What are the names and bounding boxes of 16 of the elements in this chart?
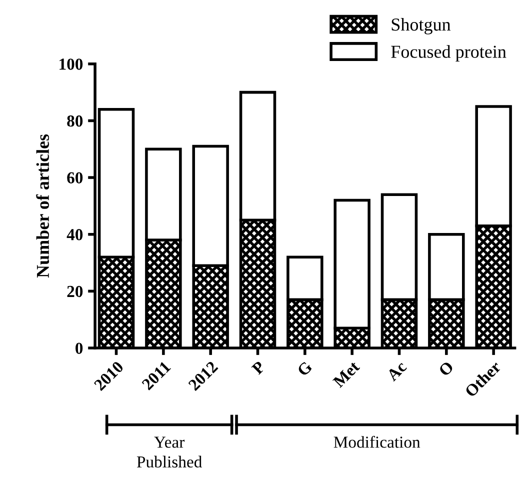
legend-label: Focused protein — [391, 45, 506, 62]
x-tick-label: O — [438, 360, 454, 377]
x-tick-label: G — [296, 360, 313, 377]
y-tick-label: 20 — [67, 286, 83, 298]
y-tick-label: 60 — [67, 172, 83, 184]
text: Year Published — [136, 436, 202, 468]
legend-label: Shotgun — [392, 18, 451, 34]
y-tick-label: 100 — [60, 58, 83, 70]
x-tick-label: P — [251, 360, 266, 375]
y-axis-title: Number of articles — [36, 134, 50, 278]
y-tick-label: 80 — [67, 115, 83, 127]
text: Modification — [334, 436, 420, 448]
x-tick-label: Ac — [386, 360, 408, 382]
y-tick-label: 40 — [66, 229, 83, 240]
x-tick-label: Met — [332, 360, 360, 388]
y-tick-label: 0 — [76, 342, 83, 354]
